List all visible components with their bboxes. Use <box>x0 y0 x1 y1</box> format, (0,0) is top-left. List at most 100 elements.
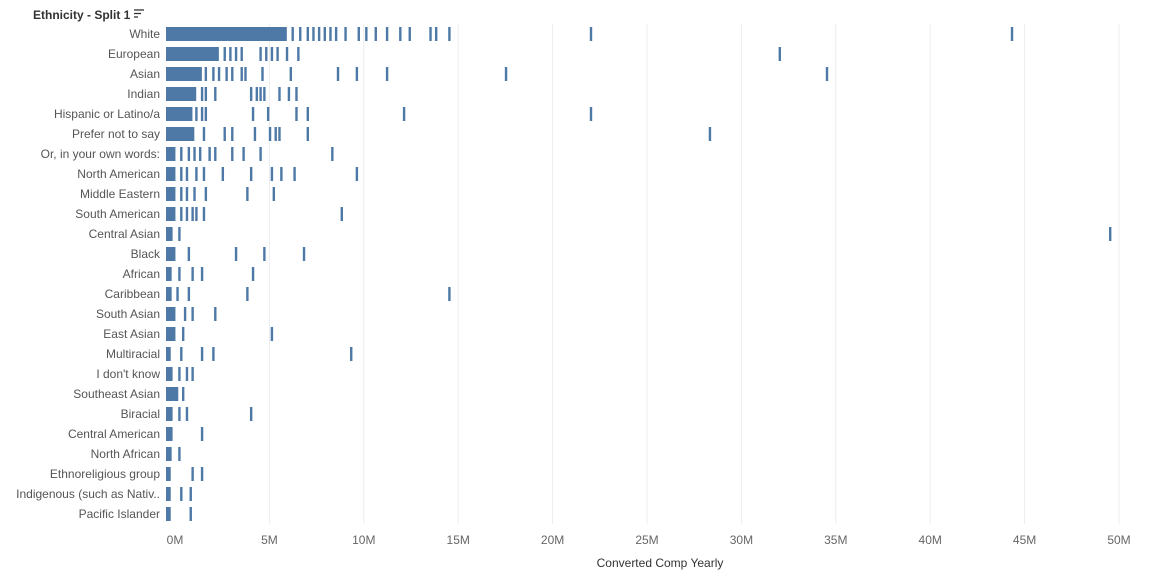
category-label[interactable]: Indigenous (such as Nativ.. <box>16 487 160 501</box>
bar-mark[interactable] <box>240 67 243 81</box>
bar-mark[interactable] <box>249 167 253 181</box>
bar-mark[interactable] <box>253 127 257 141</box>
bar-mark[interactable] <box>178 407 181 421</box>
bar-mark[interactable] <box>214 147 217 161</box>
bar-segment[interactable] <box>166 267 172 281</box>
bar-mark[interactable] <box>295 107 298 121</box>
bar-mark[interactable] <box>200 347 204 361</box>
bar-mark[interactable] <box>825 67 829 81</box>
bar-mark[interactable] <box>200 267 204 281</box>
category-label[interactable]: Or, in your own words: <box>41 147 160 161</box>
bar-mark[interactable] <box>200 107 204 121</box>
bar-mark[interactable] <box>336 67 340 81</box>
bar-mark[interactable] <box>255 87 259 101</box>
bar-mark[interactable] <box>223 127 226 141</box>
bar-mark[interactable] <box>259 87 262 101</box>
bar-mark[interactable] <box>291 27 294 41</box>
bar-mark[interactable] <box>278 87 281 101</box>
bar-mark[interactable] <box>287 87 291 101</box>
category-label[interactable]: Southeast Asian <box>73 387 160 401</box>
bar-mark[interactable] <box>270 47 274 61</box>
bar-segment[interactable] <box>166 87 197 101</box>
bar-mark[interactable] <box>340 207 343 221</box>
bar-mark[interactable] <box>200 467 204 481</box>
bar-mark[interactable] <box>178 367 181 381</box>
bar-mark[interactable] <box>200 87 204 101</box>
bar-mark[interactable] <box>306 27 309 41</box>
bar-mark[interactable] <box>355 67 359 81</box>
bar-mark[interactable] <box>274 127 277 141</box>
bar-mark[interactable] <box>212 347 215 361</box>
category-label[interactable]: Central Asian <box>89 227 160 241</box>
bar-mark[interactable] <box>191 267 194 281</box>
bar-mark[interactable] <box>189 507 192 521</box>
bar-mark[interactable] <box>259 47 262 61</box>
category-label[interactable]: Central American <box>68 427 160 441</box>
bar-mark[interactable] <box>429 27 432 41</box>
bar-mark[interactable] <box>189 487 192 501</box>
bar-mark[interactable] <box>234 47 238 61</box>
bar-segment[interactable] <box>166 107 193 121</box>
bar-mark[interactable] <box>195 107 198 121</box>
bar-segment[interactable] <box>166 147 176 161</box>
bar-mark[interactable] <box>208 147 211 161</box>
bar-segment[interactable] <box>166 47 219 61</box>
bar-mark[interactable] <box>365 27 368 41</box>
bar-mark[interactable] <box>261 67 264 81</box>
bar-mark[interactable] <box>204 107 208 121</box>
bar-mark[interactable] <box>399 27 402 41</box>
bar-mark[interactable] <box>268 127 272 141</box>
bar-mark[interactable] <box>323 27 326 41</box>
bar-mark[interactable] <box>185 367 189 381</box>
bar-segment[interactable] <box>166 327 176 341</box>
bar-mark[interactable] <box>385 67 389 81</box>
bar-mark[interactable] <box>374 27 377 41</box>
bar-mark[interactable] <box>448 287 451 301</box>
bar-mark[interactable] <box>191 307 194 321</box>
category-label[interactable]: Middle Eastern <box>80 187 160 201</box>
bar-mark[interactable] <box>202 127 206 141</box>
bar-mark[interactable] <box>589 107 593 121</box>
bar-mark[interactable] <box>272 187 276 201</box>
bar-mark[interactable] <box>180 147 183 161</box>
bar-segment[interactable] <box>166 307 176 321</box>
bar-mark[interactable] <box>334 27 338 41</box>
bar-mark[interactable] <box>214 307 217 321</box>
bar-mark[interactable] <box>176 287 179 301</box>
bar-mark[interactable] <box>178 447 181 461</box>
bar-mark[interactable] <box>263 87 266 101</box>
category-label[interactable]: Indian <box>127 87 160 101</box>
bar-mark[interactable] <box>278 127 281 141</box>
bar-mark[interactable] <box>198 147 202 161</box>
bar-mark[interactable] <box>217 67 221 81</box>
bar-mark[interactable] <box>306 127 309 141</box>
bar-mark[interactable] <box>344 27 347 41</box>
bar-mark[interactable] <box>223 47 226 61</box>
category-label[interactable]: African <box>123 267 160 281</box>
bar-mark[interactable] <box>299 27 302 41</box>
bar-segment[interactable] <box>166 187 176 201</box>
category-label[interactable]: North African <box>91 447 160 461</box>
bar-segment[interactable] <box>166 347 171 361</box>
bar-segment[interactable] <box>166 67 202 81</box>
bar-mark[interactable] <box>180 207 183 221</box>
bar-mark[interactable] <box>589 27 593 41</box>
bar-mark[interactable] <box>289 67 293 81</box>
bar-mark[interactable] <box>183 307 187 321</box>
bar-mark[interactable] <box>181 387 185 401</box>
bar-segment[interactable] <box>166 287 172 301</box>
bar-mark[interactable] <box>280 167 283 181</box>
bar-mark[interactable] <box>265 47 268 61</box>
bar-mark[interactable] <box>178 227 181 241</box>
bar-mark[interactable] <box>204 67 208 81</box>
bar-mark[interactable] <box>266 107 270 121</box>
bar-mark[interactable] <box>270 167 274 181</box>
bar-mark[interactable] <box>249 407 253 421</box>
bar-mark[interactable] <box>246 287 249 301</box>
bar-mark[interactable] <box>180 347 183 361</box>
bar-mark[interactable] <box>185 167 189 181</box>
bar-mark[interactable] <box>1010 27 1014 41</box>
bar-mark[interactable] <box>331 147 334 161</box>
bar-segment[interactable] <box>166 447 172 461</box>
bar-mark[interactable] <box>212 67 215 81</box>
